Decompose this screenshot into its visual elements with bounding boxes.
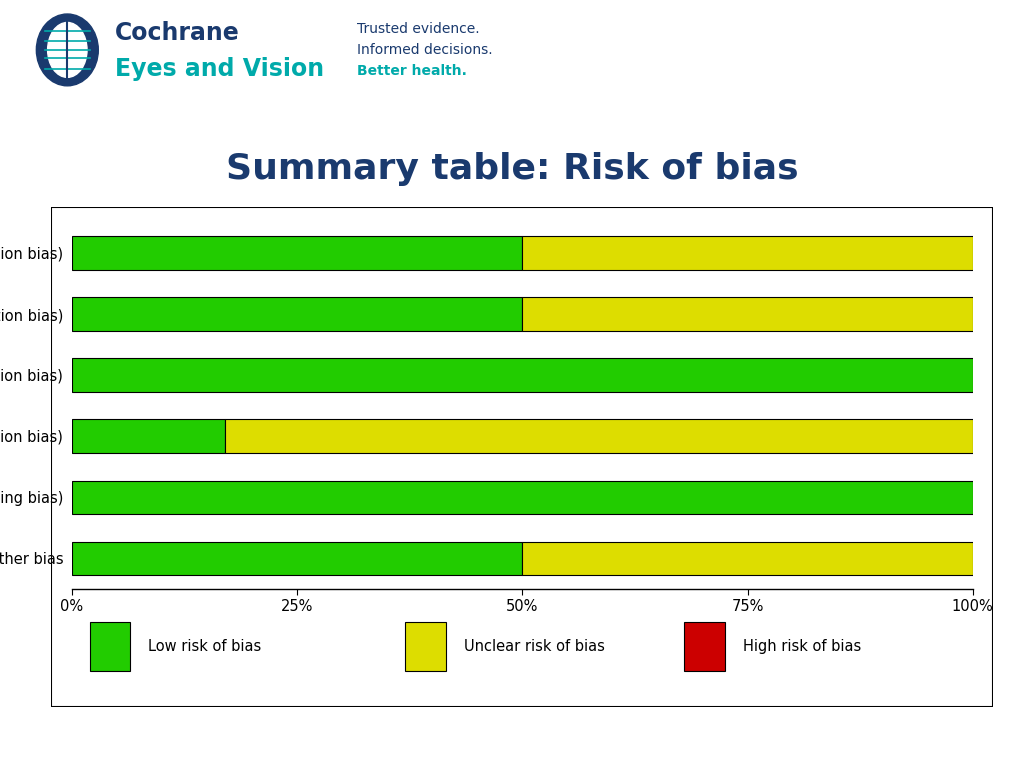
Bar bbox=[72, 541, 522, 575]
Bar bbox=[90, 622, 130, 671]
Bar bbox=[72, 236, 522, 270]
Text: High risk of bias: High risk of bias bbox=[743, 639, 861, 654]
Text: Informed decisions.: Informed decisions. bbox=[357, 43, 493, 57]
Bar bbox=[72, 359, 973, 392]
Text: Cochrane: Cochrane bbox=[115, 21, 240, 45]
Bar bbox=[72, 481, 973, 515]
Text: Low risk of bias: Low risk of bias bbox=[148, 639, 261, 654]
Text: Better health.: Better health. bbox=[357, 64, 467, 78]
Bar bbox=[225, 419, 973, 453]
Bar bbox=[522, 236, 973, 270]
Bar bbox=[522, 541, 973, 575]
Ellipse shape bbox=[37, 14, 98, 86]
Ellipse shape bbox=[47, 22, 87, 78]
Text: Summary table: Risk of bias: Summary table: Risk of bias bbox=[225, 152, 799, 186]
Text: Unclear risk of bias: Unclear risk of bias bbox=[464, 639, 604, 654]
Bar bbox=[72, 419, 225, 453]
Text: Eyes and Vision: Eyes and Vision bbox=[115, 57, 325, 81]
Bar bbox=[684, 622, 725, 671]
Text: Trusted evidence.: Trusted evidence. bbox=[357, 22, 480, 36]
Bar bbox=[72, 297, 522, 331]
Bar bbox=[522, 297, 973, 331]
Bar bbox=[406, 622, 445, 671]
